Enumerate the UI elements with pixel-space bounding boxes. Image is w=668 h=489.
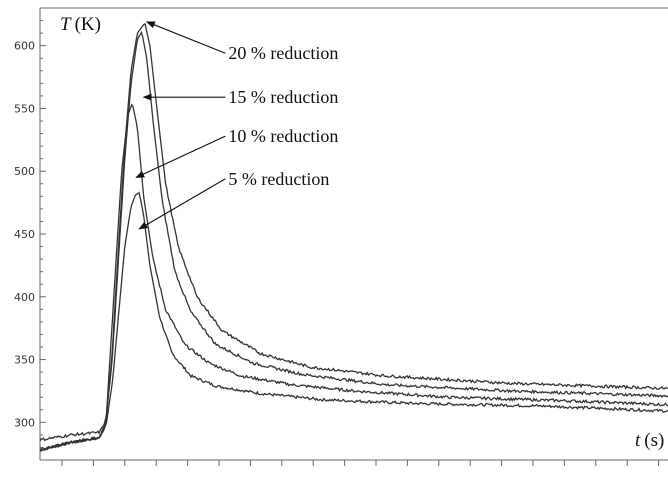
y-axis-variable: T: [60, 14, 72, 35]
annotation-label-4: 5 % reduction: [228, 169, 329, 189]
y-tick-label: 500: [14, 165, 35, 178]
series-line-1: [39, 191, 668, 452]
x-axis-variable: t: [635, 430, 641, 451]
x-axis-unit: (s): [644, 430, 664, 451]
y-axis-label: T (K): [60, 14, 101, 35]
annotation-label-3: 10 % reduction: [228, 126, 338, 146]
x-axis-label: t (s): [635, 430, 664, 451]
annotations-group: 20 % reduction 15 % reduction 10 % reducti…: [135, 21, 338, 230]
y-tick-label: 400: [14, 291, 35, 304]
annotation-label-1: 20 % reduction: [228, 43, 338, 63]
annotation-arrow-1: [145, 21, 226, 54]
x-axis: [61, 460, 660, 466]
series-line-4: [39, 23, 668, 442]
annotation-label-2: 15 % reduction: [228, 87, 338, 107]
y-axis: 300 350 400 450 500 550 600: [14, 20, 46, 448]
y-tick-label: 600: [14, 40, 35, 53]
y-axis-unit: (K): [75, 14, 101, 35]
annotation-arrow-4: [138, 178, 226, 230]
annotation-arrow-3: [135, 135, 226, 178]
series-line-2: [39, 103, 668, 451]
series-group: [39, 23, 668, 452]
series-line-3: [39, 30, 668, 452]
y-tick-label: 300: [14, 416, 35, 429]
y-tick-label: 550: [14, 102, 35, 115]
y-tick-label: 350: [14, 354, 35, 367]
y-tick-label: 450: [14, 228, 35, 241]
